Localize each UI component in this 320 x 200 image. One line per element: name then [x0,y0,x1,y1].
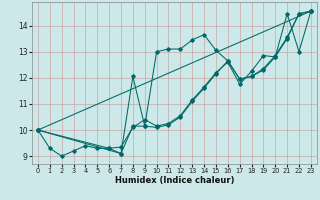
X-axis label: Humidex (Indice chaleur): Humidex (Indice chaleur) [115,176,234,185]
